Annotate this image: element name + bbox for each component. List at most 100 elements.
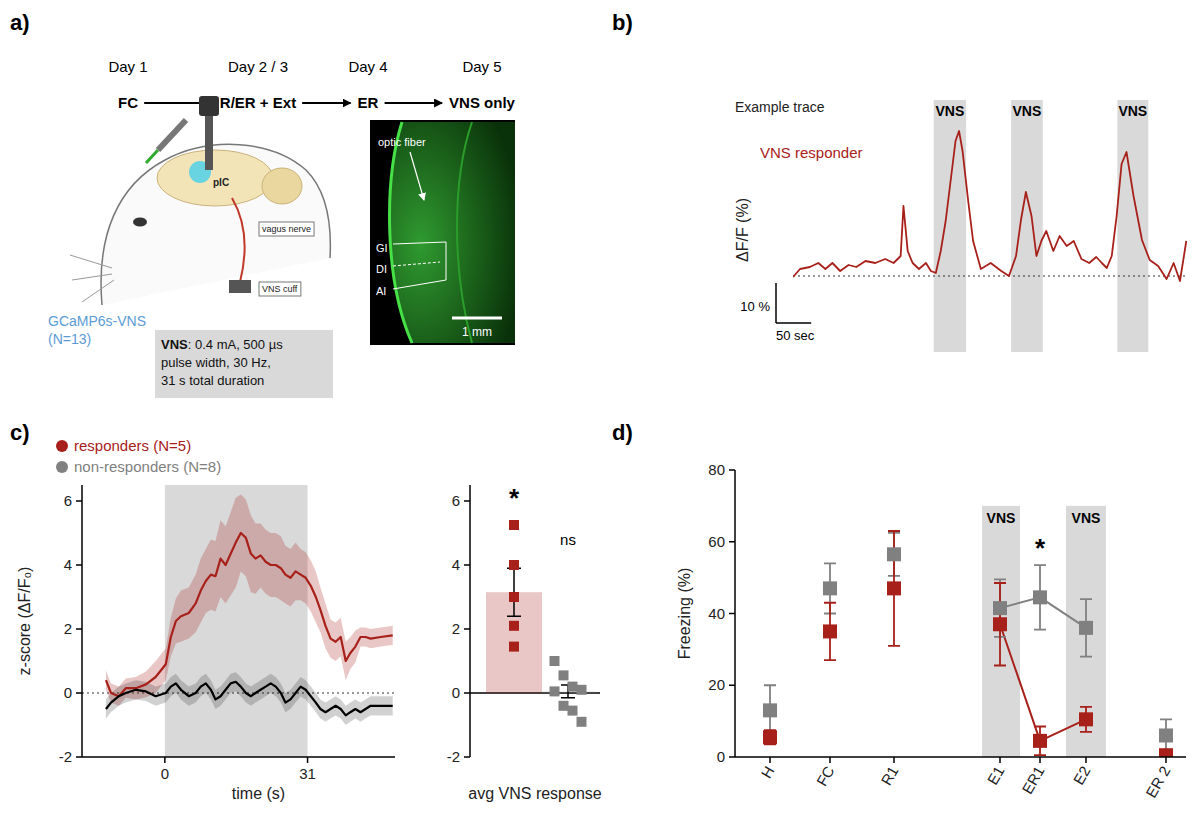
- ferrule: [199, 96, 219, 116]
- brain: [157, 150, 273, 206]
- brain-section: [390, 122, 515, 343]
- point: [509, 621, 519, 631]
- session-line: [1000, 624, 1086, 741]
- region-line: [393, 242, 446, 244]
- x-tick-label: H: [757, 763, 777, 781]
- step-label: R/ER + Ext: [220, 94, 296, 111]
- histology-image: [370, 120, 515, 345]
- error-bar: [507, 568, 521, 616]
- syringe-tip: [146, 150, 158, 163]
- vns-band: [1066, 506, 1106, 757]
- scale-bar-label: 10 %: [740, 299, 770, 314]
- y-tick: [464, 756, 470, 758]
- y-tick-label: 0: [717, 748, 725, 765]
- parameter-line: 31 s total duration: [161, 373, 264, 388]
- y-tick: [729, 756, 735, 758]
- panel-label: c): [10, 420, 30, 445]
- x-tick: [1085, 757, 1087, 763]
- y-tick-label: 6: [64, 492, 72, 509]
- day-label: Day 1: [108, 58, 147, 75]
- marker: [1159, 728, 1173, 742]
- error-bar: [1160, 719, 1172, 751]
- mean-trace: [106, 682, 393, 716]
- inner-edge: [457, 122, 472, 343]
- x-tick-label: ER 2: [1142, 763, 1173, 800]
- error-bar: [764, 730, 776, 744]
- x-axis-title: time (s): [232, 785, 285, 802]
- day-label: Day 4: [348, 58, 387, 75]
- day-label: Day 2 / 3: [228, 58, 288, 75]
- y-tick: [464, 692, 470, 694]
- x-tick: [164, 757, 166, 763]
- day-label: Day 5: [462, 58, 501, 75]
- scale-bar-y: [775, 283, 777, 323]
- plot-area: [106, 495, 393, 725]
- label-box: [259, 222, 314, 236]
- parameter-value: : 0.4 mA, 500 µs: [188, 337, 283, 352]
- label-box: [259, 282, 301, 296]
- y-tick-label: 20: [708, 676, 725, 693]
- region-line: [446, 242, 447, 280]
- significance: *: [1035, 533, 1046, 563]
- significance: *: [509, 483, 520, 513]
- group-label: GCaMP6s-VNS: [48, 313, 146, 329]
- scale-bar-x: [776, 322, 811, 324]
- error-bar: [1034, 565, 1046, 630]
- marker: [823, 624, 837, 638]
- y-tick: [76, 500, 82, 502]
- plot-area: [764, 531, 1172, 757]
- y-tick: [464, 500, 470, 502]
- x-tick-label: E2: [1070, 763, 1094, 787]
- x-tick: [307, 757, 309, 763]
- y-tick: [76, 628, 82, 630]
- x-tick-label: E1: [984, 763, 1008, 787]
- legend-marker: [56, 461, 68, 473]
- y-tick-label: 0: [452, 684, 460, 701]
- marker: [1159, 748, 1173, 757]
- error-bar: [764, 685, 776, 735]
- figure: a)b)c)d)Day 1Day 2 / 3Day 4Day 5FCR/ER +…: [0, 0, 1196, 819]
- y-tick-label: 2: [64, 620, 72, 637]
- series-label: VNS responder: [760, 144, 863, 161]
- vns-band: [1011, 100, 1043, 352]
- point: [509, 520, 519, 530]
- error-bar: [994, 583, 1006, 666]
- parameter-line: pulse width, 30 Hz,: [161, 355, 271, 370]
- point: [577, 685, 587, 695]
- point: [509, 592, 519, 602]
- error-bar: [1080, 707, 1092, 732]
- marker: [763, 730, 777, 744]
- marker: [993, 601, 1007, 615]
- y-tick: [464, 564, 470, 566]
- sem-band: [106, 495, 393, 706]
- y-axis-title: z-score (ΔF/F₀): [16, 567, 33, 676]
- scale-bar: [452, 317, 502, 320]
- title: Example trace: [735, 99, 825, 115]
- y-tick: [464, 628, 470, 630]
- marker: [823, 581, 837, 595]
- histology-label: optic fiber: [378, 136, 426, 148]
- y-tick-label: 60: [708, 533, 725, 550]
- scale-bar-label: 1 mm: [462, 325, 492, 339]
- x-axis-title: avg VNS response: [468, 785, 602, 802]
- step-label: ER: [358, 94, 379, 111]
- plot-area: [486, 568, 596, 698]
- parameter-key: VNS: [161, 337, 188, 352]
- y-axis: [469, 485, 471, 757]
- error-bar: [1034, 727, 1046, 756]
- legend-label: responders (N=5): [74, 437, 191, 454]
- illustration-label: VNS cuff: [262, 284, 298, 294]
- marker: [1033, 590, 1047, 604]
- panel-label: d): [612, 420, 633, 445]
- optic-fiber: [205, 112, 213, 170]
- point: [559, 670, 569, 680]
- sem-band: [106, 672, 393, 725]
- syringe: [158, 120, 186, 150]
- y-tick: [76, 564, 82, 566]
- plot-area: [509, 520, 587, 727]
- significance: ns: [560, 531, 576, 548]
- mean-trace: [106, 533, 393, 696]
- x-tick-label: 31: [299, 765, 316, 782]
- x-tick: [1039, 757, 1041, 763]
- y-axis-title: ΔF/F (%): [734, 198, 751, 262]
